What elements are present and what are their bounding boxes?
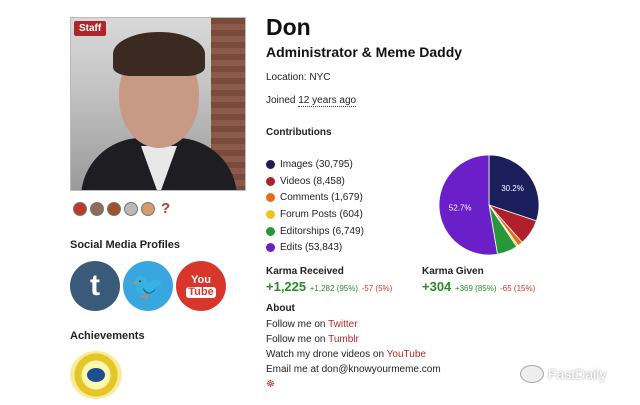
profile-name: Don xyxy=(266,14,311,40)
forum-posts-dot-icon xyxy=(266,209,275,219)
twitter-link[interactable]: Twitter xyxy=(328,319,358,330)
karma-received-positive: +1,282 (95%) xyxy=(309,284,359,293)
pie-label-images: 30.2% xyxy=(501,184,524,193)
legend-label: Edits (53,843) xyxy=(280,242,343,254)
images-dot-icon xyxy=(266,159,275,169)
comments-dot-icon xyxy=(266,193,275,203)
question-icon[interactable]: ? xyxy=(161,200,171,217)
about-email: Email me at don@knowyourmeme.com xyxy=(266,364,441,375)
karma-given-total: +304 xyxy=(422,279,452,294)
pie-label-edits: 52.7% xyxy=(449,203,472,212)
user-badges: ? xyxy=(73,200,171,217)
youtube-line1: You xyxy=(191,273,211,286)
wechat-icon xyxy=(520,365,544,383)
karma-received-total: +1,225 xyxy=(266,279,307,294)
legend-item-images[interactable]: Images (30,795) xyxy=(266,156,364,173)
profile-location: Location: NYC xyxy=(266,72,331,83)
about-line3-prefix: Watch my drone videos on xyxy=(266,349,385,360)
profile-title: Administrator & Meme Daddy xyxy=(266,44,463,60)
twitter-glyph: 🐦 xyxy=(131,270,165,301)
youtube-line2: Tube xyxy=(186,285,216,298)
joined-prefix: Joined xyxy=(266,95,296,106)
watermark-text: FastDaily xyxy=(548,366,607,382)
contributions-heading: Contributions xyxy=(266,127,332,138)
contributions-legend: Images (30,795) Videos (8,458) Comments … xyxy=(266,156,364,256)
joined-value: 12 years ago xyxy=(298,95,357,107)
watermark: FastDaily xyxy=(520,365,606,383)
profile-photo xyxy=(70,17,246,191)
legend-label: Images (30,795) xyxy=(280,158,353,170)
octopus-icon: ☸ xyxy=(266,379,275,390)
badge-icon[interactable] xyxy=(107,202,121,216)
achievements-heading: Achievements xyxy=(70,330,145,342)
karma-received-values: +1,225 +1,282 (95%) -57 (5%) xyxy=(266,279,392,294)
karma-given-negative: -65 (15%) xyxy=(500,284,536,293)
badge-icon[interactable] xyxy=(124,202,138,216)
about-line1-prefix: Follow me on xyxy=(266,319,326,330)
twitter-icon[interactable]: 🐦 xyxy=(123,261,173,311)
legend-label: Comments (1,679) xyxy=(280,192,363,204)
tumblr-icon[interactable]: t xyxy=(70,261,120,311)
contributions-pie-chart: 30.2% 52.7% xyxy=(438,154,540,256)
legend-label: Videos (8,458) xyxy=(280,175,345,187)
legend-item-comments[interactable]: Comments (1,679) xyxy=(266,189,364,206)
tumblr-link[interactable]: Tumblr xyxy=(328,334,359,345)
legend-item-editorships[interactable]: Editorships (6,749) xyxy=(266,223,364,240)
legend-item-videos[interactable]: Videos (8,458) xyxy=(266,173,364,190)
achievement-medal-icon[interactable] xyxy=(70,351,122,399)
about-heading: About xyxy=(266,303,295,314)
about-line2-prefix: Follow me on xyxy=(266,334,326,345)
youtube-link[interactable]: YouTube xyxy=(386,349,426,360)
legend-label: Forum Posts (604) xyxy=(280,208,363,220)
about-text: Follow me on Twitter Follow me on Tumblr… xyxy=(266,317,441,377)
videos-dot-icon xyxy=(266,176,275,186)
pie-slice-images[interactable] xyxy=(488,154,540,222)
legend-label: Editorships (6,749) xyxy=(280,225,364,237)
karma-given-values: +304 +369 (85%) -65 (15%) xyxy=(422,279,535,294)
legend-item-edits[interactable]: Edits (53,843) xyxy=(266,239,364,256)
pie-slice-edits[interactable] xyxy=(438,154,498,256)
karma-given-heading: Karma Given xyxy=(422,266,484,277)
karma-received-negative: -57 (5%) xyxy=(361,284,393,293)
karma-received-heading: Karma Received xyxy=(266,266,344,277)
badge-icon[interactable] xyxy=(73,202,87,216)
youtube-icon[interactable]: You Tube xyxy=(176,261,226,311)
badge-icon[interactable] xyxy=(141,202,155,216)
tumblr-glyph: t xyxy=(90,269,100,302)
editorships-dot-icon xyxy=(266,226,275,236)
edits-dot-icon xyxy=(266,243,275,253)
staff-badge: Staff xyxy=(74,21,107,36)
profile-joined: Joined 12 years ago xyxy=(266,95,357,107)
legend-item-forum-posts[interactable]: Forum Posts (604) xyxy=(266,206,364,223)
badge-icon[interactable] xyxy=(90,202,104,216)
karma-given-positive: +369 (85%) xyxy=(454,284,497,293)
social-heading: Social Media Profiles xyxy=(70,239,181,251)
